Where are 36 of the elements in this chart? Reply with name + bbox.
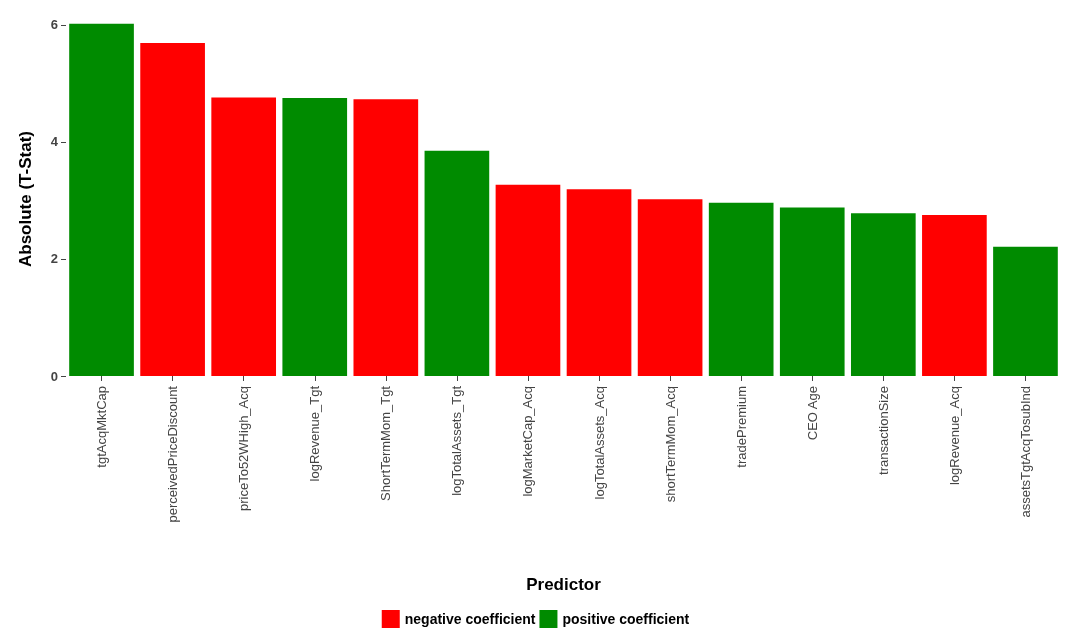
bar [353, 99, 419, 376]
x-tick-label: tgtAcqMktCap [94, 386, 110, 468]
bar [637, 199, 703, 376]
legend-label: positive coefficient [562, 611, 690, 627]
x-axis-title: Predictor [526, 575, 602, 594]
x-tick-label: shortTermMom_Acq [662, 386, 678, 503]
x-tick-label: logTotalAssets_Tgt [449, 385, 465, 496]
bar [495, 184, 561, 376]
x-tick-label: logMarketCap_Acq [520, 386, 536, 497]
x-tick-label: priceTo52WHigh_Acq [236, 386, 252, 512]
bar [566, 189, 632, 376]
y-tick-label: 0 [50, 368, 58, 384]
x-tick-label: logRevenue_Tgt [307, 385, 323, 482]
bar [424, 150, 490, 376]
bar [779, 207, 845, 376]
bar [69, 23, 134, 376]
bar [211, 97, 277, 376]
x-tick-label: tradePremium [733, 386, 749, 468]
bar [993, 246, 1058, 376]
bar [282, 98, 348, 376]
x-tick-label: transactionSize [875, 386, 891, 475]
y-tick-label: 2 [50, 251, 58, 267]
x-tick-label: logRevenue_Acq [946, 386, 962, 486]
bar [850, 213, 916, 376]
y-tick-label: 4 [50, 134, 59, 150]
x-tick-label: logTotalAssets_Acq [591, 386, 607, 500]
bar [922, 215, 987, 376]
x-tick-label: ShortTermMom_Tgt [378, 385, 394, 501]
bar [708, 202, 774, 376]
y-axis-title: Absolute (T-Stat) [16, 131, 35, 267]
y-tick-label: 6 [50, 17, 58, 33]
x-tick-label: assetsTgtAcqTosubInd [1017, 386, 1033, 518]
x-tick-label: CEO Age [804, 386, 820, 441]
legend-label: negative coefficient [404, 611, 536, 627]
bar [140, 43, 205, 376]
x-tick-label: perceivedPriceDiscount [165, 385, 181, 523]
